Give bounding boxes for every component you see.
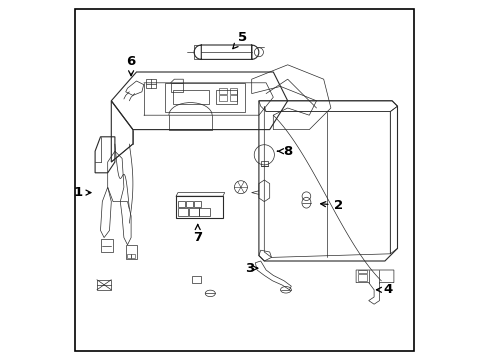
Bar: [219, 95, 226, 101]
Bar: [172, 90, 208, 104]
Bar: [188, 208, 199, 216]
Text: 2: 2: [320, 199, 342, 212]
Text: 5: 5: [232, 31, 247, 49]
Text: 8: 8: [277, 145, 292, 158]
Bar: [176, 196, 223, 218]
Bar: [126, 254, 131, 258]
Bar: [230, 95, 237, 101]
Text: 1: 1: [74, 186, 91, 199]
Text: 4: 4: [376, 283, 392, 296]
Bar: [215, 90, 237, 104]
Bar: [165, 83, 244, 112]
Bar: [357, 274, 366, 281]
Bar: [260, 161, 267, 166]
Bar: [178, 201, 185, 207]
Text: 3: 3: [245, 262, 257, 275]
Bar: [192, 276, 201, 283]
Bar: [194, 201, 201, 207]
Bar: [145, 79, 156, 88]
Bar: [101, 239, 113, 252]
Bar: [178, 208, 187, 216]
Text: 7: 7: [193, 225, 202, 244]
Text: 6: 6: [126, 55, 136, 76]
Bar: [199, 208, 209, 216]
Bar: [125, 245, 136, 259]
Bar: [97, 280, 111, 290]
Bar: [170, 83, 183, 92]
Bar: [186, 201, 193, 207]
Bar: [357, 270, 366, 273]
Bar: [219, 88, 226, 94]
Bar: [230, 88, 237, 94]
Bar: [131, 254, 135, 258]
